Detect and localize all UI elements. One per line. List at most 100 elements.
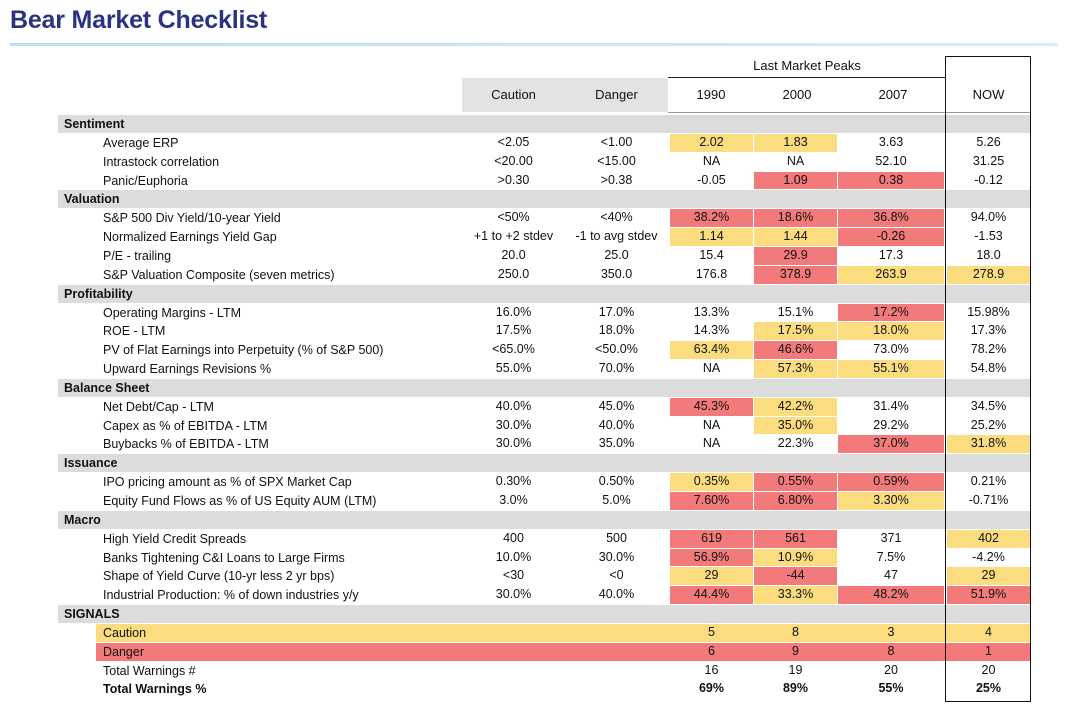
signal-band <box>96 642 1031 661</box>
cell-now: 29 <box>947 567 1030 586</box>
cell-v2000: 561 <box>754 529 837 548</box>
cell-v2000: 46.6% <box>754 341 837 359</box>
cell-now: 18.0 <box>976 248 1001 262</box>
row-label: Shape of Yield Curve (10-yr less 2 yr bp… <box>103 569 335 584</box>
cell-danger: <40% <box>600 210 633 225</box>
cell-v2007: 29.2% <box>873 417 909 432</box>
cell-v2000: NA <box>786 153 805 168</box>
section-header-issuance: Issuance <box>58 454 1031 473</box>
cell-v2000: 15.1% <box>777 304 814 319</box>
cell-caution: <20.00 <box>494 153 533 168</box>
table-row: Upward Earnings Revisions % 55.0% 70.0% NA 5… <box>58 360 1031 379</box>
cell-v1990: 14.3% <box>693 323 730 338</box>
signal-cell-now: 1 <box>985 643 992 658</box>
cell-danger: <1.00 <box>600 135 633 149</box>
cell-now: 78.2% <box>970 342 1007 357</box>
cell-v1990: 29 <box>670 567 753 586</box>
row-label: Intrastock correlation <box>103 154 220 169</box>
cell-now: 0.21% <box>970 474 1007 489</box>
signal-row: Total Warnings # 16 19 20 20 <box>58 662 1031 681</box>
cell-v1990: 1.14 <box>670 228 753 246</box>
cell-v2007: 371 <box>880 530 902 545</box>
cell-now: 15.98% <box>967 304 1010 319</box>
cell-caution: 17.5% <box>495 323 532 338</box>
cell-caution: +1 to +2 stdev <box>473 229 554 244</box>
cell-v2007: 3.30% <box>838 492 944 510</box>
row-label: S&P Valuation Composite (seven metrics) <box>103 267 335 282</box>
table-row: IPO pricing amount as % of SPX Market Ca… <box>58 473 1031 492</box>
cell-v1990: 2.02 <box>670 134 753 152</box>
cell-danger: 70.0% <box>598 361 635 375</box>
row-label: IPO pricing amount as % of SPX Market Ca… <box>103 475 352 490</box>
cell-danger: 350.0 <box>600 266 633 281</box>
cell-v2007: 0.38 <box>838 171 944 190</box>
signal-cell-v1990: 69% <box>698 681 725 696</box>
row-label: Average ERP <box>103 136 179 150</box>
table-row: Capex as % of EBITDA - LTM 30.0% 40.0% NA 35… <box>58 416 1031 436</box>
signal-cell-v2000: 8 <box>792 625 799 639</box>
table-row: Net Debt/Cap - LTM 40.0% 45.0% 45.3% 42.2% 31… <box>58 397 1031 417</box>
signal-band <box>96 624 1031 642</box>
header-2007: 2007 <box>878 87 908 102</box>
cell-v2000: 6.80% <box>754 492 837 510</box>
signal-row: Caution 5 8 3 4 <box>58 624 1031 643</box>
table-row: Operating Margins - LTM 16.0% 17.0% 13.3% 15… <box>58 303 1031 323</box>
cell-v2000: 10.9% <box>754 548 837 567</box>
signal-row: Danger 6 9 8 1 <box>58 642 1031 662</box>
cell-caution: <2.05 <box>497 135 530 149</box>
cell-v1990: 45.3% <box>670 397 753 416</box>
row-label: Panic/Euphoria <box>103 173 188 188</box>
signal-label: Danger <box>103 644 144 659</box>
signal-row: Total Warnings % 69% 89% 55% 25% <box>58 680 1031 699</box>
section-title: Valuation <box>64 192 120 207</box>
cell-v2007: 73.0% <box>873 342 909 357</box>
signal-cell-v2007: 3 <box>887 625 895 639</box>
cell-v1990: -0.05 <box>697 172 726 187</box>
header-now: NOW <box>972 87 1005 102</box>
cell-now: 5.26 <box>976 135 1001 149</box>
cell-caution: <50% <box>497 210 530 225</box>
cell-caution: 400 <box>503 530 524 545</box>
cell-danger: 17.0% <box>598 304 635 319</box>
cell-caution: 250.0 <box>497 266 530 281</box>
row-label: Operating Margins - LTM <box>103 305 242 320</box>
row-label: ROE - LTM <box>103 324 166 339</box>
cell-v2000: 57.3% <box>754 360 837 378</box>
cell-v1990: 44.4% <box>670 586 753 604</box>
cell-v2000: 378.9 <box>754 265 837 284</box>
row-label: PV of Flat Earnings into Perpetuity (% o… <box>103 343 384 358</box>
row-label: S&P 500 Div Yield/10-year Yield <box>103 211 281 226</box>
cell-v2007: 17.2% <box>838 303 944 322</box>
table-row: Panic/Euphoria >0.30 >0.38 -0.05 1.09 0.38 -0.… <box>58 171 1031 191</box>
cell-v1990: 38.2% <box>670 209 753 228</box>
cell-danger: 18.0% <box>598 323 635 338</box>
table-row: Industrial Production: % of down industr… <box>58 586 1031 605</box>
cell-v2007: 3.63 <box>878 135 904 149</box>
row-label: Upward Earnings Revisions % <box>103 362 272 376</box>
cell-caution: 3.0% <box>499 493 528 507</box>
cell-v1990: 63.4% <box>670 341 753 359</box>
section-header-balance-sheet: Balance Sheet <box>58 378 1031 397</box>
cell-now: 34.5% <box>970 398 1007 413</box>
header-1990: 1990 <box>696 87 726 102</box>
cell-v2007: 55.1% <box>838 360 944 378</box>
title-underline <box>10 43 1058 46</box>
cell-now: 31.25 <box>972 153 1005 168</box>
table-row: Equity Fund Flows as % of US Equity AUM … <box>58 492 1031 511</box>
signal-cell-v1990: 5 <box>708 625 715 639</box>
cell-now: 31.8% <box>947 435 1030 454</box>
header-caution: Caution <box>491 87 536 102</box>
cell-caution: <65.0% <box>492 342 535 357</box>
cell-v1990: NA <box>702 417 721 432</box>
threshold-header-background <box>462 78 668 112</box>
section-title: Issuance <box>64 456 118 471</box>
cell-now: 25.2% <box>970 417 1007 432</box>
signal-label: Total Warnings % <box>103 682 207 697</box>
table-row: PV of Flat Earnings into Perpetuity (% o… <box>58 341 1031 360</box>
table-row: S&P Valuation Composite (seven metrics) 2… <box>58 265 1031 285</box>
cell-v2000: 42.2% <box>754 397 837 416</box>
cell-now: -0.12 <box>974 172 1003 187</box>
cell-v1990: 176.8 <box>695 266 728 281</box>
table-row: Buybacks % of EBITDA - LTM 30.0% 35.0% NA 22… <box>58 435 1031 454</box>
cell-v2000: 29.9 <box>754 247 837 265</box>
